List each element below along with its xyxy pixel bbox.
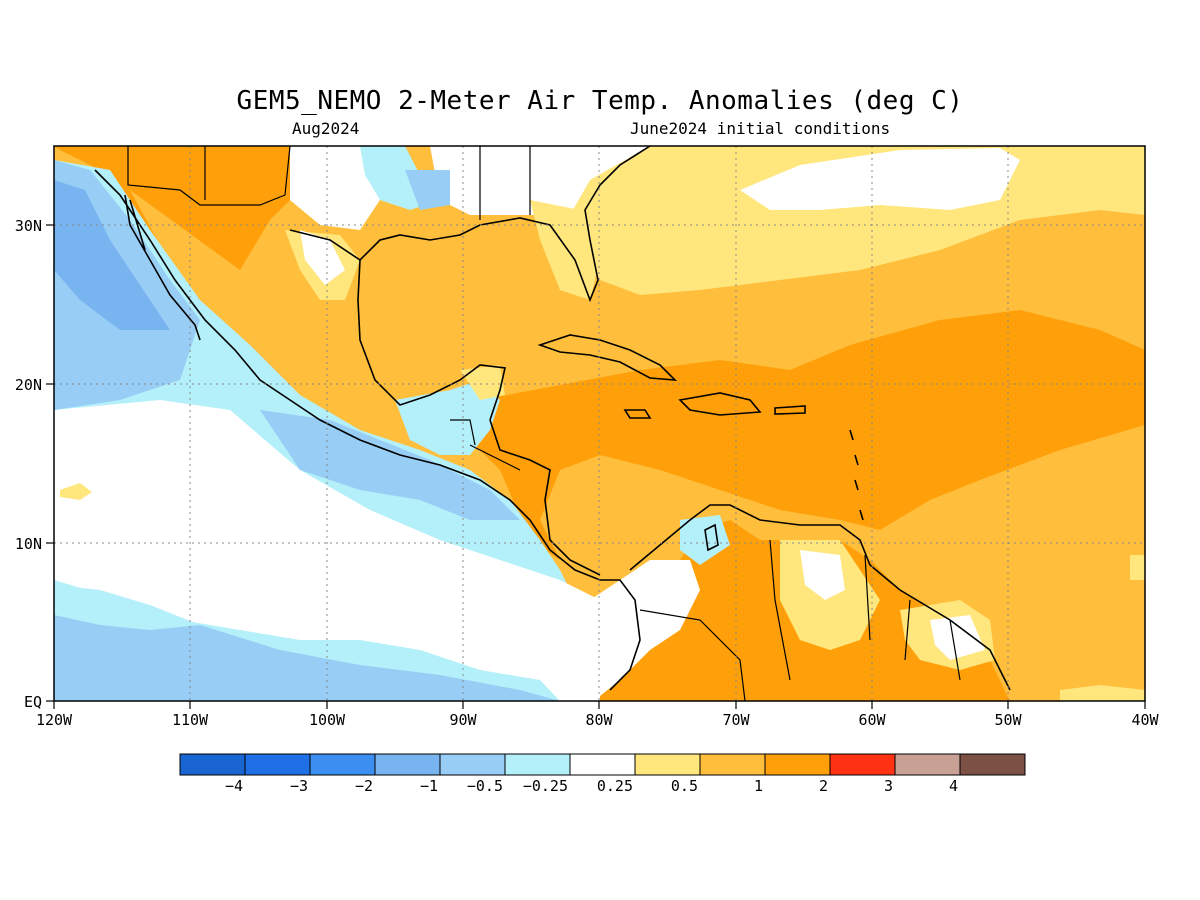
colorbar-swatch [764, 753, 831, 776]
colorbar-label: 0.5 [671, 777, 698, 795]
colorbar-swatch [244, 753, 311, 776]
lon-label-40w: 40W [1131, 711, 1159, 729]
colorbar-label: −4 [225, 777, 243, 795]
colorbar-swatch [179, 753, 246, 776]
colorbar-label: −2 [355, 777, 373, 795]
lon-label-110w: 110W [172, 711, 209, 729]
colorbar-swatch [374, 753, 441, 776]
lat-label-20n: 20N [15, 376, 42, 394]
colorbar-label: 2 [819, 777, 828, 795]
lon-label-100w: 100W [309, 711, 346, 729]
colorbar-swatch [309, 753, 376, 776]
colorbar-label: −3 [290, 777, 308, 795]
lat-label-10n: 10N [15, 535, 42, 553]
colorbar-label: 0.25 [597, 777, 633, 795]
subtitle-valid-month: Aug2024 [292, 119, 360, 138]
lon-label-50w: 50W [994, 711, 1022, 729]
colorbar-label: 4 [949, 777, 958, 795]
colorbar-swatch [569, 753, 636, 776]
lon-label-70w: 70W [722, 711, 750, 729]
subtitle-initial-conditions: June2024 initial conditions [630, 119, 891, 138]
colorbar-swatch [504, 753, 571, 776]
graticule [54, 146, 1145, 701]
lon-label-90w: 90W [449, 711, 477, 729]
colorbar-label: 3 [884, 777, 893, 795]
colorbar-swatch [699, 753, 766, 776]
colorbar: −4 −3 −2 −1 −0.5 −0.25 0.25 0.5 1 2 3 4 [179, 753, 1026, 795]
lat-label-eq: EQ [24, 693, 42, 711]
lon-label-60w: 60W [858, 711, 886, 729]
colorbar-label: −0.5 [467, 777, 503, 795]
colorbar-swatch [829, 753, 896, 776]
map-title: GEM5_NEMO 2-Meter Air Temp. Anomalies (d… [236, 86, 964, 116]
colorbar-swatch [634, 753, 701, 776]
anomaly-fill [54, 146, 1145, 701]
axis-ticks [46, 224, 1146, 709]
colorbar-swatch [959, 753, 1026, 776]
coastlines [94, 146, 1011, 701]
colorbar-label: 1 [754, 777, 763, 795]
lon-label-120w: 120W [36, 711, 73, 729]
colorbar-swatch [439, 753, 506, 776]
colorbar-label: −0.25 [523, 777, 568, 795]
colorbar-label: −1 [420, 777, 438, 795]
lat-label-30n: 30N [15, 217, 42, 235]
colorbar-swatch [894, 753, 961, 776]
lon-label-80w: 80W [585, 711, 613, 729]
